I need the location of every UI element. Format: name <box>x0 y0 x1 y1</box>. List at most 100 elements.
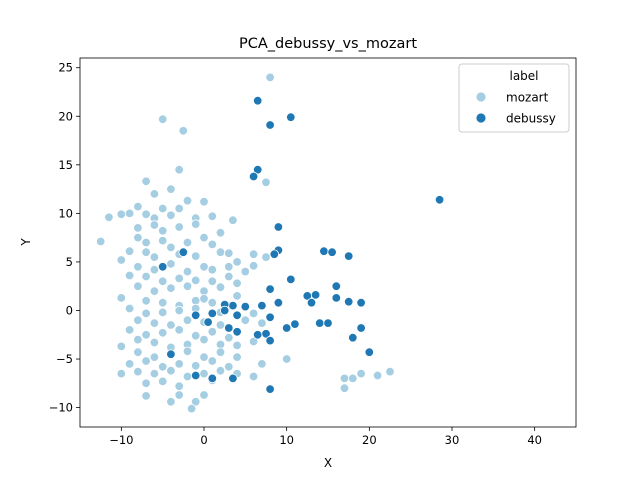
data-point-debussy <box>331 293 342 303</box>
y-tick-label: 25 <box>58 61 73 75</box>
data-point-mozart <box>116 209 127 220</box>
x-tick-label: −10 <box>109 433 133 447</box>
data-point-debussy <box>306 298 317 308</box>
data-point-mozart <box>174 203 184 214</box>
data-point-mozart <box>157 298 168 308</box>
data-point-debussy <box>224 323 234 333</box>
data-point-mozart <box>141 237 151 248</box>
data-point-mozart <box>199 196 209 207</box>
data-point-mozart <box>157 114 168 124</box>
data-point-mozart <box>104 212 114 223</box>
legend-marker-debussy <box>475 112 487 124</box>
data-point-mozart <box>166 184 176 194</box>
data-point-debussy <box>240 301 251 312</box>
data-point-debussy <box>253 95 263 106</box>
data-point-mozart <box>149 318 160 328</box>
data-point-mozart <box>215 247 226 257</box>
data-point-mozart <box>133 281 143 291</box>
data-point-mozart <box>133 201 143 212</box>
y-tick-label: 0 <box>66 303 73 317</box>
data-point-mozart <box>207 298 218 308</box>
y-tick-label: 10 <box>58 206 73 220</box>
data-point-mozart <box>124 208 135 219</box>
data-point-mozart <box>182 281 193 291</box>
legend-title: label <box>509 69 538 83</box>
y-tick-label: −10 <box>49 401 73 415</box>
legend-label-debussy: debussy <box>506 112 556 126</box>
data-point-mozart <box>149 265 160 275</box>
data-point-mozart <box>224 362 234 372</box>
data-point-mozart <box>190 361 201 371</box>
data-point-mozart <box>133 334 143 345</box>
data-point-debussy <box>261 329 271 339</box>
data-point-debussy <box>232 327 242 337</box>
data-point-mozart <box>199 262 209 272</box>
data-point-mozart <box>207 327 218 337</box>
data-point-debussy <box>190 310 201 321</box>
data-point-mozart <box>174 305 184 316</box>
data-point-mozart <box>232 291 242 301</box>
data-point-debussy <box>269 249 280 259</box>
data-point-mozart <box>149 368 160 379</box>
y-tick-label: −5 <box>56 352 73 366</box>
data-point-mozart <box>157 307 168 318</box>
data-point-mozart <box>149 252 160 262</box>
data-point-debussy <box>166 349 176 359</box>
data-point-mozart <box>240 266 251 277</box>
data-point-mozart <box>339 383 350 393</box>
data-point-debussy <box>434 195 445 205</box>
data-point-mozart <box>232 257 242 267</box>
x-axis-label: X <box>324 456 332 470</box>
data-point-mozart <box>207 276 218 287</box>
data-point-mozart <box>248 308 259 319</box>
x-tick-label: 40 <box>527 433 542 447</box>
data-point-mozart <box>174 359 184 369</box>
data-point-debussy <box>273 298 284 308</box>
data-point-mozart <box>248 249 259 259</box>
data-point-mozart <box>207 265 218 275</box>
data-point-mozart <box>157 276 168 287</box>
data-point-mozart <box>157 226 168 236</box>
data-point-mozart <box>157 203 168 214</box>
data-point-mozart <box>248 261 259 271</box>
data-point-mozart <box>133 223 143 233</box>
legend-label-mozart: mozart <box>506 91 549 105</box>
data-point-debussy <box>282 323 292 333</box>
data-point-mozart <box>133 366 143 377</box>
data-point-debussy <box>286 274 296 285</box>
data-point-mozart <box>174 325 184 335</box>
data-point-mozart <box>141 330 151 340</box>
axes-layer: −10 0 10 20 30 40 −10 −5 0 5 10 15 20 25 <box>49 61 542 447</box>
data-point-debussy <box>253 164 263 175</box>
data-point-mozart <box>339 373 350 384</box>
data-point-mozart <box>124 246 135 256</box>
data-point-debussy <box>232 310 242 321</box>
data-point-mozart <box>257 318 267 328</box>
data-point-mozart <box>174 164 184 175</box>
data-point-mozart <box>190 275 201 286</box>
data-point-mozart <box>232 340 242 351</box>
data-point-mozart <box>124 303 135 314</box>
data-point-mozart <box>116 255 127 265</box>
data-point-mozart <box>95 236 106 247</box>
data-point-debussy <box>286 112 296 122</box>
data-point-debussy <box>323 318 333 328</box>
data-point-mozart <box>215 347 226 357</box>
data-point-mozart <box>199 334 209 345</box>
data-point-mozart <box>133 315 143 325</box>
data-point-mozart <box>124 325 135 335</box>
data-point-mozart <box>248 336 259 347</box>
data-point-mozart <box>199 232 209 243</box>
data-point-mozart <box>248 371 259 382</box>
data-point-mozart <box>265 72 275 83</box>
data-point-debussy <box>265 335 275 346</box>
data-point-mozart <box>141 391 151 401</box>
data-point-mozart <box>182 237 193 248</box>
data-point-mozart <box>182 315 193 325</box>
data-point-debussy <box>364 347 375 357</box>
data-point-debussy <box>157 262 168 272</box>
data-point-mozart <box>141 176 151 187</box>
data-point-mozart <box>141 296 151 306</box>
data-point-mozart <box>174 390 184 400</box>
data-point-mozart <box>224 248 234 258</box>
